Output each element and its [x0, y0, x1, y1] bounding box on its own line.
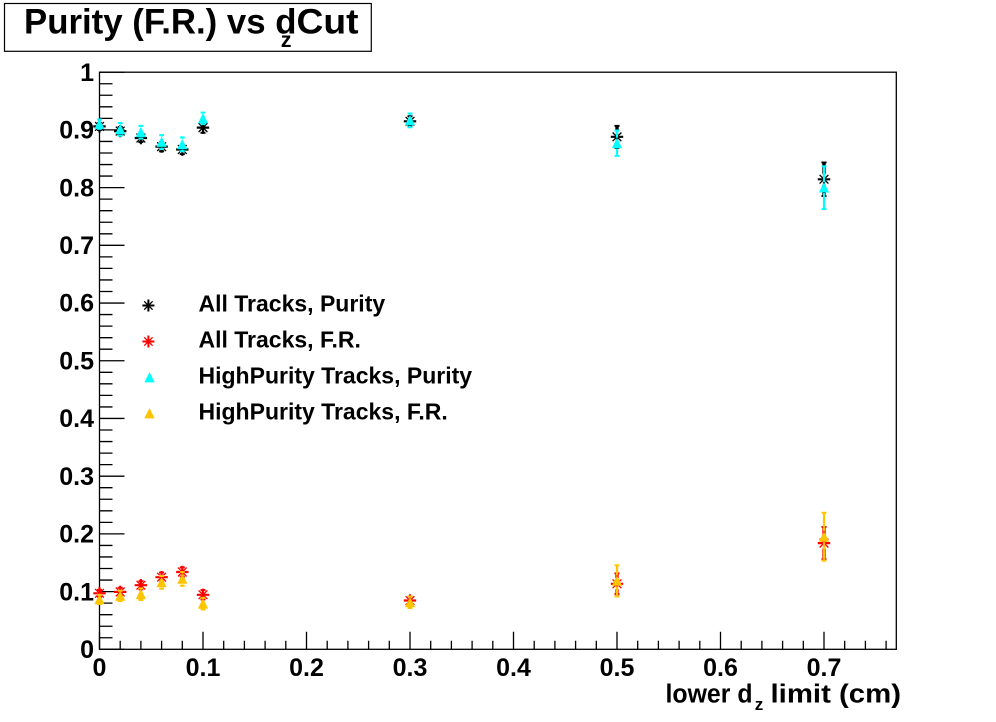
svg-text:0.7: 0.7: [807, 654, 842, 682]
svg-text:0.6: 0.6: [703, 654, 738, 682]
svg-text:0.3: 0.3: [393, 654, 428, 682]
svg-text:0.1: 0.1: [186, 654, 221, 682]
svg-text:0.8: 0.8: [59, 174, 94, 202]
svg-text:HighPurity Tracks, Purity: HighPurity Tracks, Purity: [199, 363, 473, 389]
svg-text:0.2: 0.2: [59, 521, 94, 549]
svg-text:0.5: 0.5: [59, 347, 94, 375]
svg-text:0.4: 0.4: [496, 654, 531, 682]
svg-text:0.9: 0.9: [59, 117, 94, 145]
svg-text:0.5: 0.5: [600, 654, 635, 682]
svg-text:All Tracks, Purity: All Tracks, Purity: [199, 291, 386, 317]
svg-text:Purity (F.R.) vs d: Purity (F.R.) vs d: [24, 3, 297, 42]
svg-text:0: 0: [80, 636, 94, 664]
svg-text:1: 1: [80, 59, 94, 87]
svg-text:limit (cm): limit (cm): [771, 680, 902, 708]
svg-text:HighPurity Tracks, F.R.: HighPurity Tracks, F.R.: [199, 399, 448, 425]
svg-text:0.1: 0.1: [59, 578, 94, 606]
svg-text:0.4: 0.4: [59, 405, 94, 433]
svg-text:All Tracks, F.R.: All Tracks, F.R.: [199, 327, 361, 353]
svg-text:z: z: [755, 695, 764, 714]
svg-text:0.3: 0.3: [59, 463, 94, 491]
svg-text:Cut: Cut: [297, 3, 359, 42]
svg-text:0: 0: [93, 654, 107, 682]
svg-text:z: z: [281, 28, 292, 52]
svg-text:0.2: 0.2: [289, 654, 324, 682]
svg-text:lower d: lower d: [666, 680, 753, 708]
svg-text:0.7: 0.7: [59, 232, 94, 260]
svg-text:0.6: 0.6: [59, 290, 94, 318]
